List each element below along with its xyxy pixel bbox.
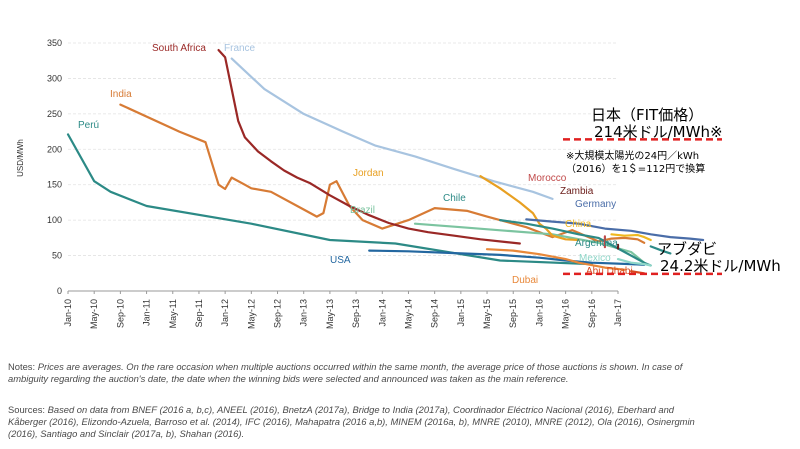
x-tick-Jan-17: Jan-17 bbox=[613, 299, 623, 327]
x-tick-Sep-12: Sep-12 bbox=[273, 299, 283, 328]
x-tick-Jan-11: Jan-11 bbox=[142, 299, 152, 326]
series-line-china bbox=[610, 233, 652, 242]
series-label-france: France bbox=[224, 43, 256, 54]
x-tick-Jan-15: Jan-15 bbox=[456, 299, 466, 327]
series-label-brazil: Brazil bbox=[350, 205, 375, 216]
series-label-morocco: Morocco bbox=[528, 173, 567, 184]
grid-lines bbox=[68, 42, 618, 292]
x-tick-Sep-16: Sep-16 bbox=[587, 299, 597, 328]
sources-heading: Sources: bbox=[8, 404, 45, 415]
series-label-south-africa: South Africa bbox=[152, 43, 206, 54]
x-tick-May-10: May-10 bbox=[89, 299, 99, 329]
series-labels: Perú India South Africa France Brazil USA Jord… bbox=[78, 43, 633, 286]
series-line-germany bbox=[525, 218, 705, 242]
y-tick-100: 100 bbox=[47, 215, 62, 225]
notes-text: Prices are averages. On the rare occasio… bbox=[8, 361, 683, 384]
japan-annotation-title: 日本（FIT価格） bbox=[591, 106, 704, 124]
x-tick-Jan-12: Jan-12 bbox=[220, 299, 230, 327]
y-tick-300: 300 bbox=[47, 73, 62, 83]
x-tick-May-12: May-12 bbox=[246, 299, 256, 329]
x-tick-Sep-10: Sep-10 bbox=[115, 299, 125, 328]
series-line-argentina bbox=[649, 245, 672, 255]
x-tick-Sep-15: Sep-15 bbox=[508, 299, 518, 328]
japan-annotation-note-1: ※大規模太陽光の24円／kWh bbox=[566, 151, 700, 162]
japan-annotation-note-2: （2016）を1＄=112円で換算 bbox=[566, 164, 706, 175]
series-line-dubai bbox=[485, 248, 626, 271]
series-lines bbox=[66, 48, 705, 275]
chart-notes: Notes: Prices are averages. On the rare … bbox=[8, 361, 688, 385]
x-tick-May-15: May-15 bbox=[482, 299, 492, 329]
y-axis-ticks: 0 50 100 150 200 250 300 350 bbox=[47, 38, 62, 296]
y-axis-title: USD/MWh bbox=[16, 139, 25, 177]
series-label-usa: USA bbox=[330, 255, 351, 266]
japan-annotation-value: 214米ドル/MWh※ bbox=[594, 123, 723, 141]
y-tick-250: 250 bbox=[47, 109, 62, 119]
x-tick-Sep-11: Sep-11 bbox=[194, 299, 204, 327]
x-tick-Sep-14: Sep-14 bbox=[430, 299, 440, 328]
series-label-per-: Perú bbox=[78, 120, 99, 131]
series-label-abu-dhabi: Abu Dhabi bbox=[586, 266, 633, 277]
series-label-germany: Germany bbox=[575, 199, 616, 210]
y-tick-50: 50 bbox=[52, 251, 62, 261]
x-tick-May-16: May-16 bbox=[561, 299, 571, 329]
abudhabi-annotation-value: 24.2米ドル/MWh bbox=[660, 257, 781, 275]
x-tick-Jan-13: Jan-13 bbox=[299, 299, 309, 327]
x-tick-Jan-16: Jan-16 bbox=[534, 299, 544, 327]
x-tick-May-14: May-14 bbox=[403, 299, 413, 329]
x-tick-Sep-13: Sep-13 bbox=[351, 299, 361, 328]
x-tick-May-11: May-11 bbox=[168, 299, 178, 328]
series-label-jordan: Jordan bbox=[353, 168, 384, 179]
sources-text: Based on data from BNEF (2016 a, b,c), A… bbox=[8, 404, 695, 439]
series-label-china: China bbox=[565, 219, 592, 230]
price-chart: 0 50 100 150 200 250 300 350 Jan-10 May-10 Sep-10… bbox=[47, 38, 722, 329]
x-tick-Jan-14: Jan-14 bbox=[377, 299, 387, 327]
series-line-usa bbox=[368, 249, 646, 266]
series-line-france bbox=[230, 57, 554, 200]
abudhabi-annotation-title: アブダビ bbox=[657, 240, 718, 258]
series-label-india: India bbox=[110, 89, 132, 100]
y-tick-0: 0 bbox=[57, 286, 62, 296]
series-label-mexico: Mexico bbox=[579, 253, 611, 264]
series-line-south-africa bbox=[217, 48, 521, 245]
x-axis-ticks: Jan-10 May-10 Sep-10 Jan-11 May-11 Sep-11 Jan-… bbox=[63, 291, 623, 329]
chart-sources: Sources: Based on data from BNEF (2016 a… bbox=[8, 404, 698, 440]
series-line-per- bbox=[66, 133, 593, 266]
y-tick-350: 350 bbox=[47, 38, 62, 48]
series-label-dubai: Dubai bbox=[512, 275, 538, 286]
x-tick-May-13: May-13 bbox=[325, 299, 335, 329]
series-line-chile bbox=[499, 219, 652, 267]
notes-heading: Notes: bbox=[8, 361, 36, 372]
series-label-chile: Chile bbox=[443, 193, 466, 204]
reference-lines bbox=[563, 138, 722, 276]
series-line-mexico bbox=[616, 258, 652, 267]
series-line-jordan bbox=[479, 175, 580, 242]
y-tick-200: 200 bbox=[47, 144, 62, 154]
y-tick-150: 150 bbox=[47, 180, 62, 190]
x-tick-Jan-10: Jan-10 bbox=[63, 299, 73, 327]
series-label-zambia: Zambia bbox=[560, 186, 594, 197]
series-label-argentina: Argentina bbox=[575, 238, 618, 249]
